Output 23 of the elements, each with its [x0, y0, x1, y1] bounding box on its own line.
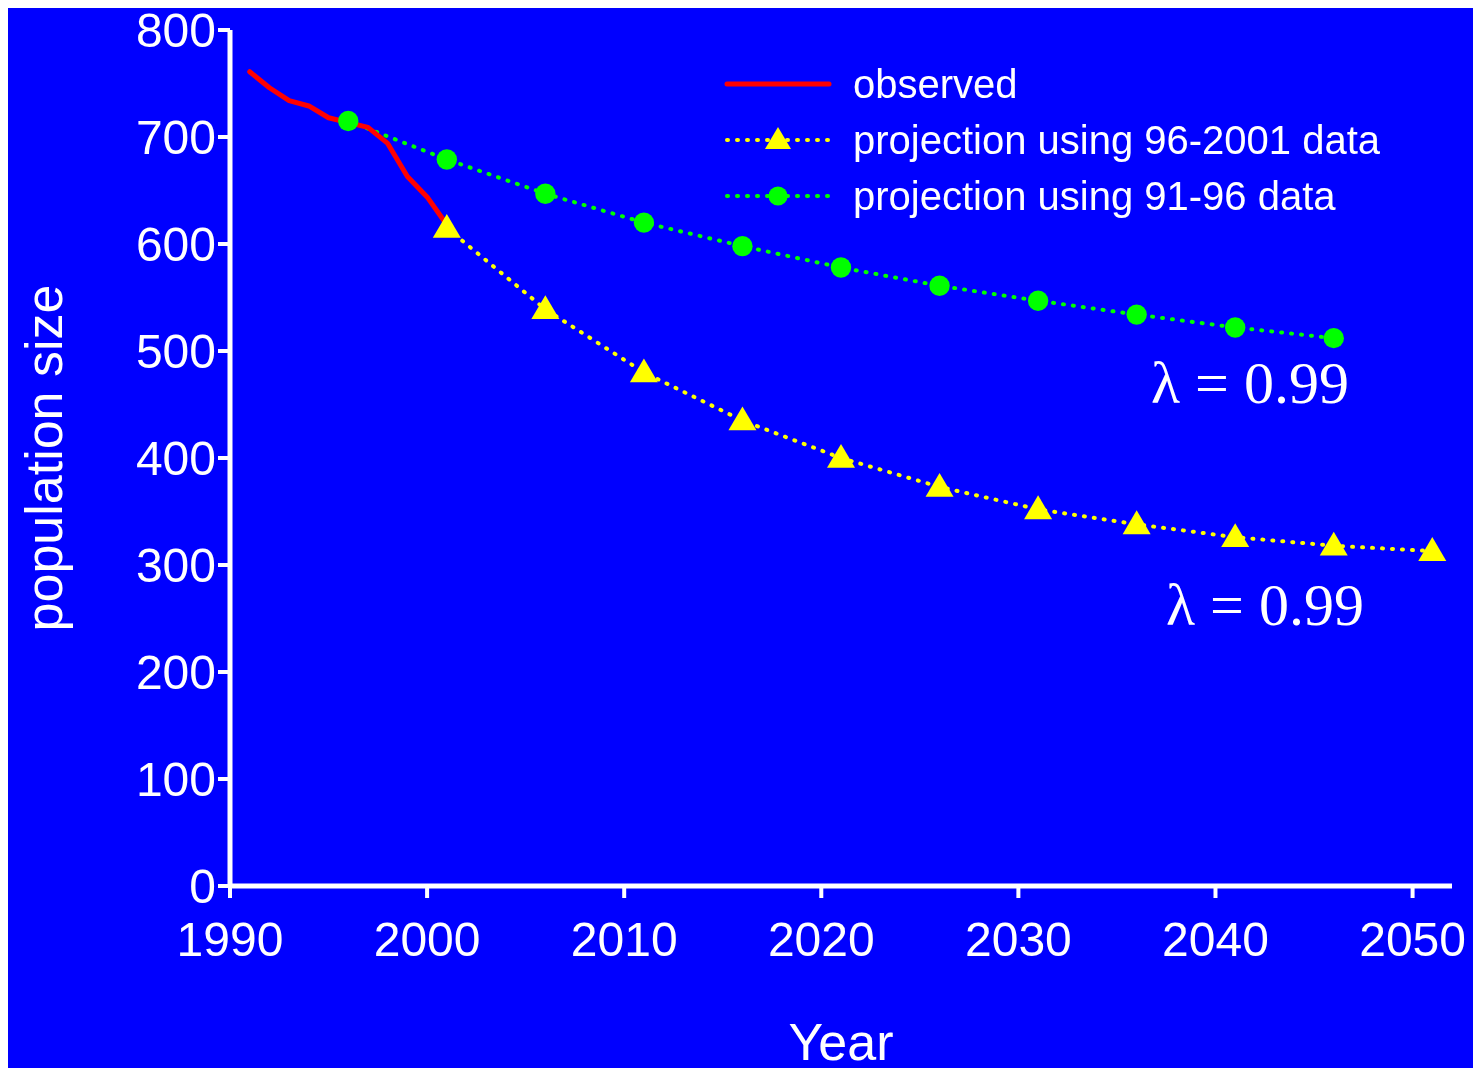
x-tick-label: 1990 [176, 913, 284, 967]
y-tick-label: 600 [135, 218, 216, 272]
x-tick-label: 2000 [373, 913, 481, 967]
x-tick-label: 2040 [1162, 913, 1269, 967]
legend-label: projection using 96-2001 data [853, 117, 1381, 163]
x-tick-label: 2050 [1359, 913, 1466, 967]
y-tick-label: 500 [135, 325, 216, 379]
x-axis-title: Year [788, 1013, 894, 1071]
legend-label: observed [853, 61, 1018, 107]
y-tick-label: 400 [135, 432, 216, 486]
legend-label: projection using 91-96 data [853, 173, 1336, 219]
x-tick-label: 2020 [767, 913, 875, 967]
x-tick-label: 2030 [965, 913, 1072, 967]
x-tick-label: 2010 [570, 913, 678, 967]
y-tick-label: 300 [135, 539, 216, 593]
annotation: λ = 0.99 [1166, 572, 1364, 638]
y-tick-label: 100 [135, 753, 216, 807]
y-tick-label: 800 [135, 4, 216, 58]
y-tick-label: 0 [189, 860, 216, 914]
y-tick-label: 200 [135, 646, 216, 700]
y-axis-title: population size [15, 284, 74, 632]
y-tick-label: 700 [135, 111, 216, 165]
annotation: λ = 0.99 [1151, 350, 1349, 416]
